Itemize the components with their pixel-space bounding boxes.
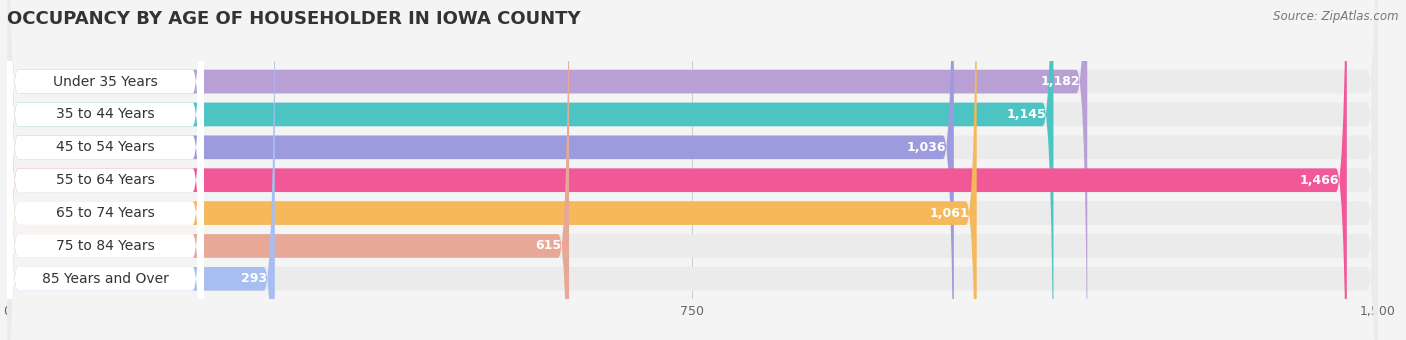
FancyBboxPatch shape	[7, 0, 204, 340]
FancyBboxPatch shape	[7, 0, 204, 340]
Text: 35 to 44 Years: 35 to 44 Years	[56, 107, 155, 121]
Text: 55 to 64 Years: 55 to 64 Years	[56, 173, 155, 187]
Text: 1,182: 1,182	[1040, 75, 1080, 88]
FancyBboxPatch shape	[7, 0, 569, 340]
Text: 1,061: 1,061	[929, 207, 969, 220]
Text: 75 to 84 Years: 75 to 84 Years	[56, 239, 155, 253]
Text: 293: 293	[242, 272, 267, 285]
FancyBboxPatch shape	[7, 0, 204, 340]
FancyBboxPatch shape	[7, 0, 1378, 340]
FancyBboxPatch shape	[7, 0, 1378, 340]
Text: 45 to 54 Years: 45 to 54 Years	[56, 140, 155, 154]
FancyBboxPatch shape	[7, 0, 1053, 340]
Text: OCCUPANCY BY AGE OF HOUSEHOLDER IN IOWA COUNTY: OCCUPANCY BY AGE OF HOUSEHOLDER IN IOWA …	[7, 10, 581, 28]
FancyBboxPatch shape	[7, 0, 204, 340]
Text: 1,466: 1,466	[1301, 174, 1340, 187]
FancyBboxPatch shape	[7, 0, 1378, 340]
Text: Source: ZipAtlas.com: Source: ZipAtlas.com	[1274, 10, 1399, 23]
FancyBboxPatch shape	[7, 0, 274, 340]
FancyBboxPatch shape	[7, 0, 953, 340]
FancyBboxPatch shape	[7, 0, 204, 340]
FancyBboxPatch shape	[7, 0, 204, 340]
FancyBboxPatch shape	[7, 0, 1378, 340]
FancyBboxPatch shape	[7, 0, 1087, 340]
FancyBboxPatch shape	[7, 0, 1347, 340]
Text: 85 Years and Over: 85 Years and Over	[42, 272, 169, 286]
Text: 1,036: 1,036	[907, 141, 946, 154]
FancyBboxPatch shape	[7, 0, 204, 340]
FancyBboxPatch shape	[7, 0, 1378, 340]
FancyBboxPatch shape	[7, 0, 1378, 340]
Text: 615: 615	[536, 239, 562, 252]
Text: 1,145: 1,145	[1007, 108, 1046, 121]
FancyBboxPatch shape	[7, 0, 1378, 340]
Text: 65 to 74 Years: 65 to 74 Years	[56, 206, 155, 220]
Text: Under 35 Years: Under 35 Years	[53, 74, 157, 89]
FancyBboxPatch shape	[7, 0, 977, 340]
